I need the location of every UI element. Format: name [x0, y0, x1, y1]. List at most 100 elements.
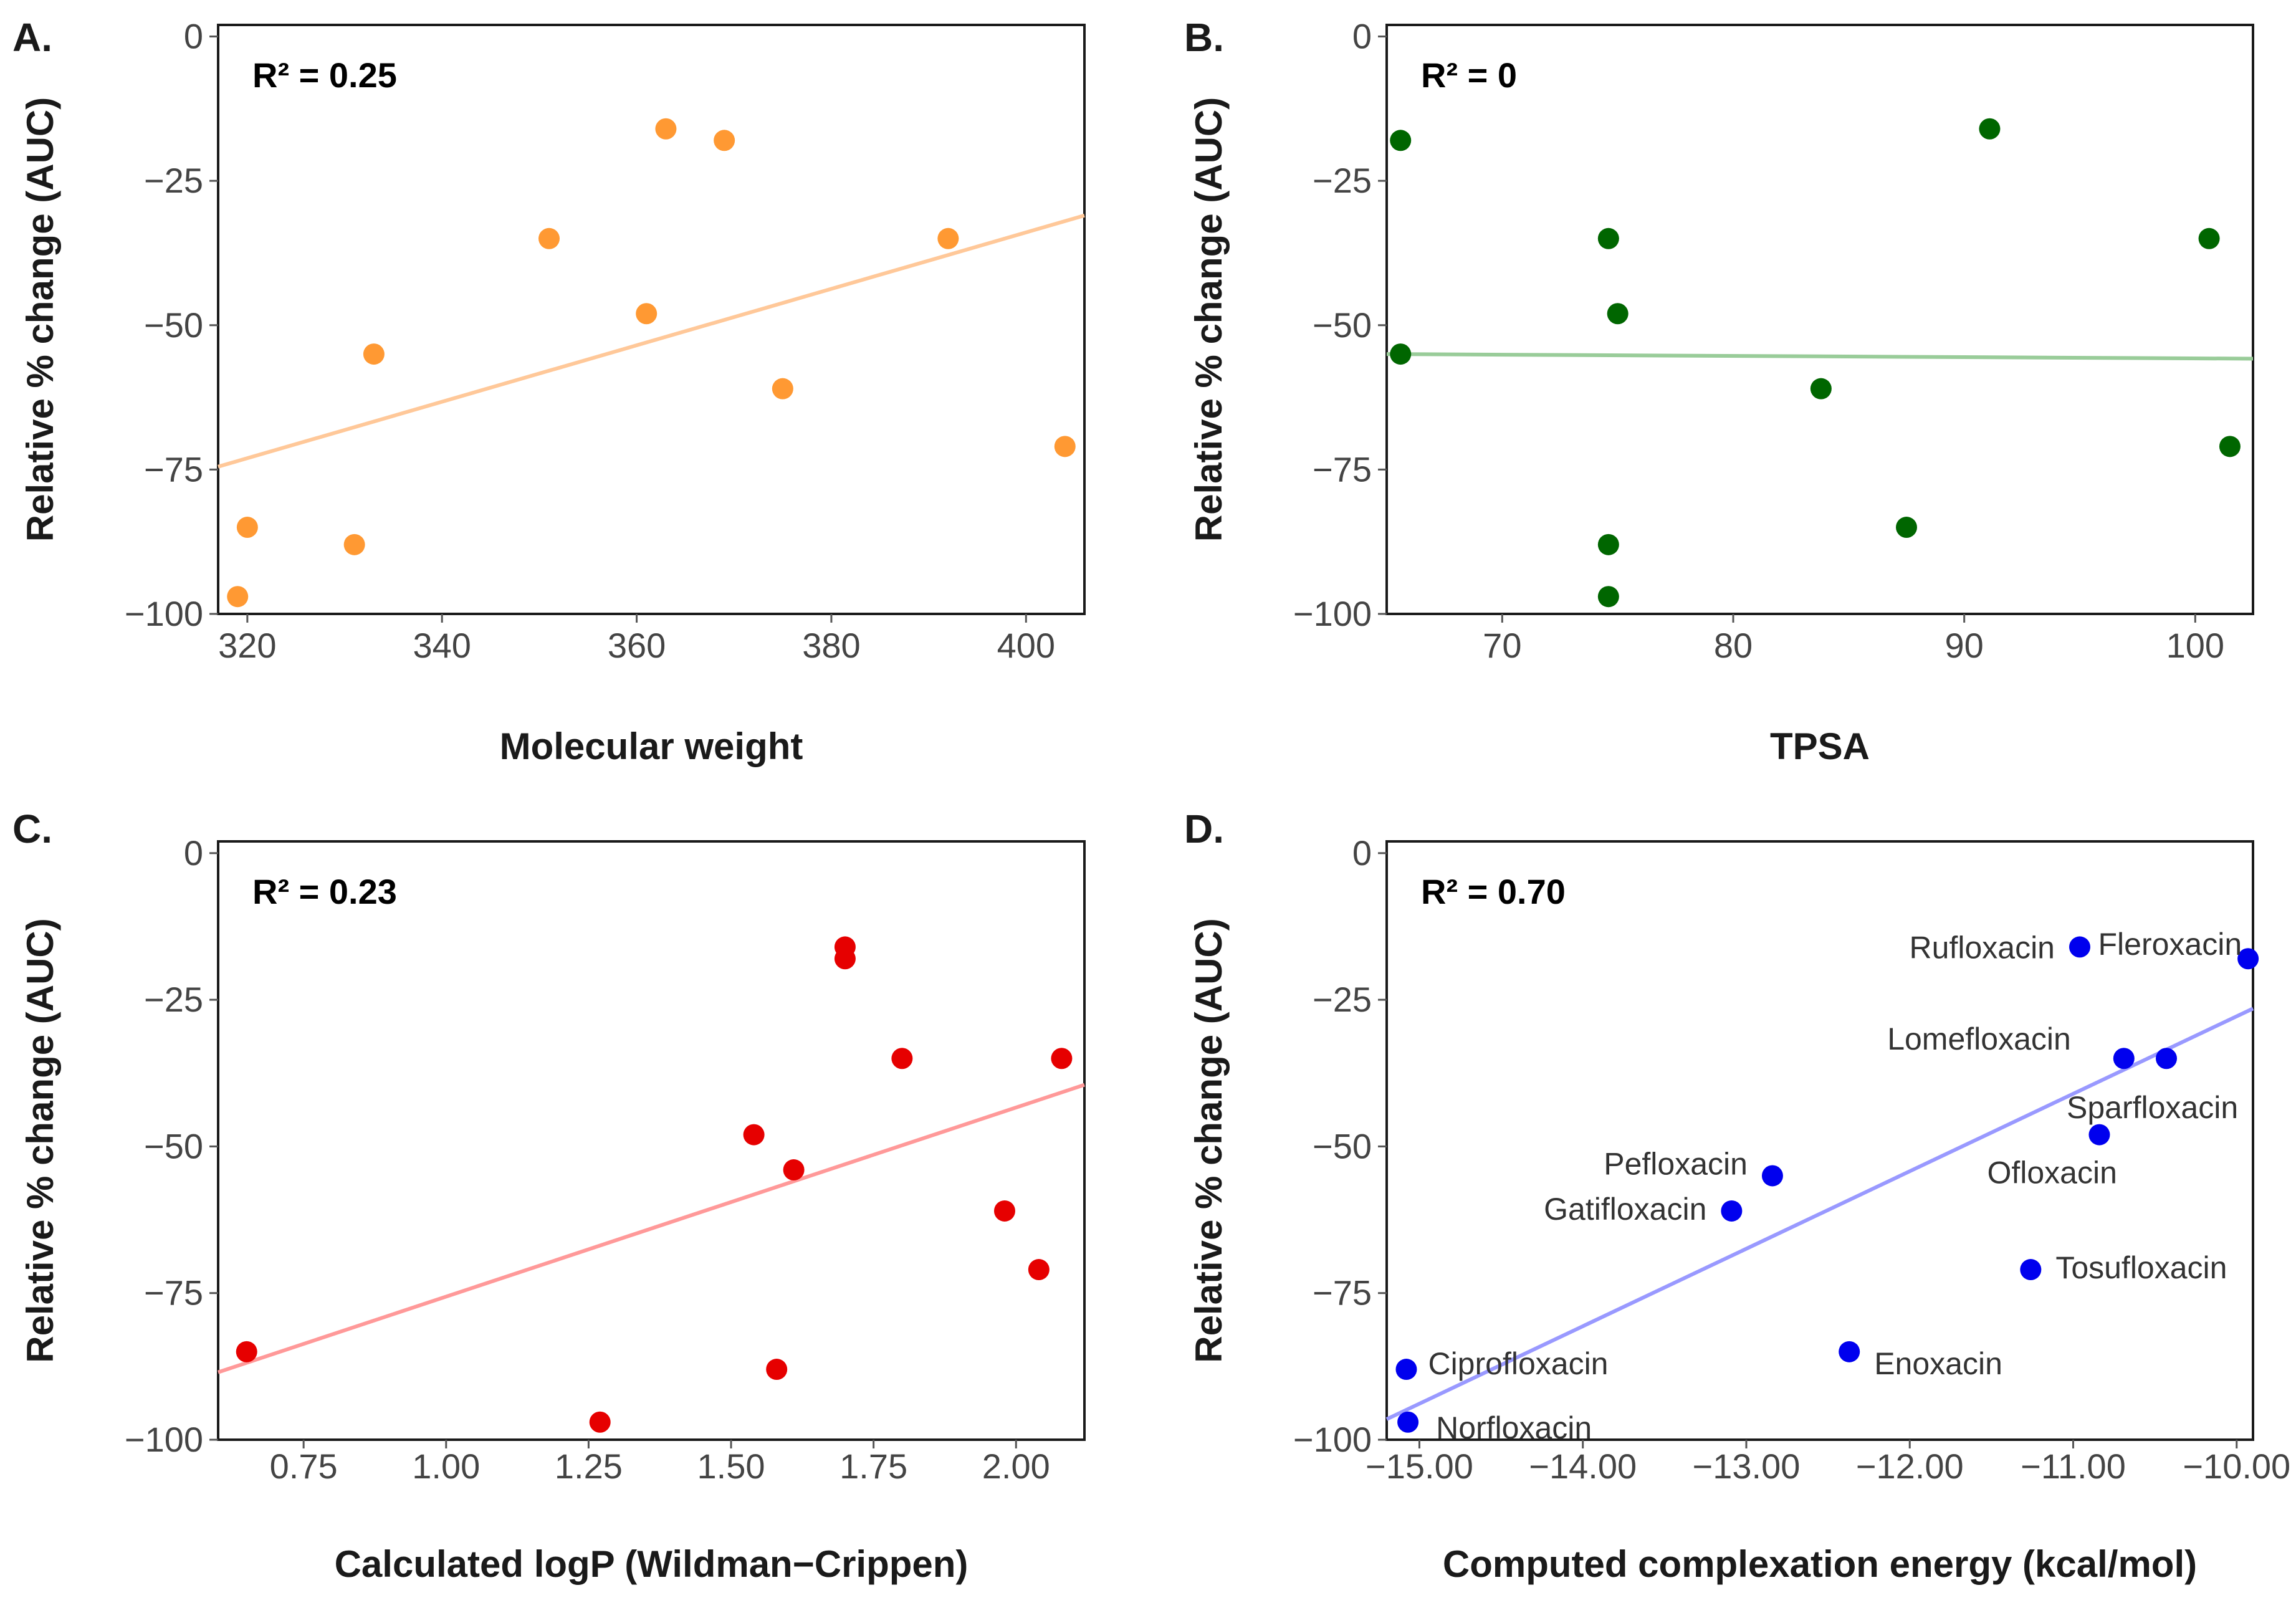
panel-d-point-label: Norfloxacin — [1436, 1410, 1592, 1445]
panel-c-point — [834, 948, 856, 970]
panel-a-x-tick-label: 340 — [413, 626, 471, 665]
panel-d-point-label: Enoxacin — [1874, 1346, 2002, 1381]
panel-d-y-tick-label: −50 — [1313, 1126, 1372, 1165]
panel-d-x-tick-label: −11.00 — [2021, 1447, 2126, 1486]
panel-b-letter: B. — [1184, 15, 1224, 60]
panel-d-point — [2088, 1124, 2110, 1146]
panel-b-point — [2219, 436, 2241, 457]
panel-a-point — [236, 517, 258, 538]
panel-a-point — [343, 534, 365, 555]
panel-d-point-label: Sparfloxacin — [2067, 1090, 2238, 1125]
panel-c-point — [1051, 1048, 1073, 1070]
panel-c-y-tick-label: −75 — [144, 1273, 203, 1313]
panel-d-y-axis-title: Relative % change (AUC) — [1188, 918, 1230, 1363]
panel-c-point — [1028, 1259, 1050, 1281]
panel-d-y-tick-label: 0 — [1352, 833, 1372, 873]
panel-d-y-tick-label: −25 — [1313, 980, 1372, 1019]
panel-c-fit-line — [218, 1083, 1085, 1374]
panel-b-point — [1896, 517, 1917, 538]
panel-d-point-label: Pefloxacin — [1604, 1146, 1748, 1181]
panel-c-y-tick-label: −100 — [125, 1420, 203, 1459]
panel-a-point — [937, 227, 959, 249]
panel-d-x-tick-label: −12.00 — [1856, 1447, 1964, 1486]
panel-b-point — [1597, 227, 1619, 249]
panel-b-x-axis-title: TPSA — [1770, 725, 1870, 767]
panel-a-y-tick-label: 0 — [184, 17, 203, 56]
panel-d-r2-label: R² = 0.70 — [1421, 872, 1566, 911]
panel-d-letter: D. — [1184, 806, 1224, 851]
panel-b-y-axis-title: Relative % change (AUC) — [1188, 97, 1230, 542]
panel-c-y-tick-label: −50 — [144, 1126, 203, 1165]
panel-a-point — [714, 130, 735, 151]
panel-d-point — [1395, 1359, 1417, 1381]
panel-c-point — [993, 1200, 1015, 1222]
panel-a-x-tick-label: 400 — [997, 626, 1055, 665]
panel-a-x-tick-label: 380 — [802, 626, 860, 665]
panel-b-x-tick-label: 70 — [1483, 626, 1521, 665]
panel-c-x-tick-label: 1.50 — [697, 1447, 765, 1486]
panel-d-x-tick-label: −13.00 — [1693, 1447, 1801, 1486]
panel-d-point — [1761, 1165, 1783, 1187]
panel-c-point — [743, 1124, 765, 1146]
panel-c-x-tick-label: 1.75 — [839, 1447, 907, 1486]
panel-d-point — [1839, 1341, 1860, 1362]
panel-c-r2-label: R² = 0.23 — [252, 872, 397, 911]
panel-a-y-tick-label: −25 — [144, 161, 203, 200]
panel-b-point — [1390, 130, 1412, 151]
panel-b-point — [2198, 227, 2220, 249]
panel-d: D. R² = 0.70 0 −25 −50 −75 −100−15.00 −14.00 −13… — [1184, 806, 2290, 1585]
panel-b-point — [1597, 534, 1619, 555]
panel-d-frame — [1385, 840, 2254, 1441]
panel-a-point — [636, 303, 658, 325]
panel-b-point — [1390, 343, 1412, 365]
panel-a: A. R² = 0.25 0 −25 −50 −75 −100 320 340 360 380 400… — [12, 15, 1086, 767]
panel-a-y-tick-label: −75 — [144, 449, 203, 489]
panel-c-y-tick-label: −25 — [144, 980, 203, 1019]
panel-c-point — [766, 1359, 788, 1381]
panel-c-point — [236, 1341, 257, 1362]
panel-d-point — [2237, 948, 2259, 970]
panel-b-point — [1979, 118, 2001, 140]
panel-d-point-label: Fleroxacin — [2098, 927, 2242, 962]
panel-c-point — [891, 1048, 913, 1070]
panel-d-x-tick-label: −15.00 — [1366, 1447, 1473, 1486]
panel-c-point — [589, 1411, 611, 1433]
panel-a-x-tick-label: 360 — [608, 626, 666, 665]
panel-a-point — [1054, 436, 1076, 457]
panel-b-r2-label: R² = 0 — [1421, 55, 1517, 95]
panel-a-fit-line — [218, 213, 1085, 469]
panel-b: B. R² = 0 0 −25 −50 −75 −100 70 80 90 100 TPSA Relat… — [1184, 15, 2254, 767]
panel-c-x-tick-label: 1.25 — [555, 1447, 623, 1486]
panel-c-x-axis-title: Calculated logP (Wildman−Crippen) — [335, 1543, 969, 1585]
panel-a-point — [538, 227, 560, 249]
panel-a-point — [655, 118, 677, 140]
panel-a-point — [363, 343, 385, 365]
panel-d-point-label: Gatifloxacin — [1544, 1192, 1706, 1227]
panel-d-x-tick-label: −14.00 — [1529, 1447, 1637, 1486]
panel-b-fit-line — [1386, 352, 2254, 361]
panel-d-point — [2113, 1048, 2135, 1070]
panel-d-point-label: Lomefloxacin — [1887, 1022, 2071, 1056]
panel-b-y-tick-label: −75 — [1313, 449, 1372, 489]
panel-c-point — [783, 1159, 805, 1181]
panel-b-y-tick-label: −100 — [1293, 594, 1372, 633]
panel-b-x-tick-label: 100 — [2166, 626, 2224, 665]
panel-a-y-axis-title: Relative % change (AUC) — [19, 97, 61, 542]
panel-b-point — [1810, 378, 1832, 400]
panel-a-point — [227, 586, 249, 608]
panel-b-y-tick-label: 0 — [1352, 17, 1372, 56]
panel-a-letter: A. — [12, 15, 52, 60]
panel-a-x-tick-label: 320 — [218, 626, 276, 665]
panel-b-point — [1597, 586, 1619, 608]
panel-c-y-axis-title: Relative % change (AUC) — [19, 918, 61, 1363]
panel-c: C. R² = 0.23 0 −25 −50 −75 −100 0.75 1.00 1.25 1.5… — [12, 806, 1086, 1585]
panel-b-frame — [1385, 24, 2254, 615]
panel-c-x-tick-label: 2.00 — [982, 1447, 1050, 1486]
panel-b-y-tick-label: −25 — [1313, 161, 1372, 200]
panel-a-frame — [217, 24, 1086, 615]
panel-d-point — [2020, 1259, 2042, 1281]
panel-a-x-axis-title: Molecular weight — [500, 725, 803, 767]
panel-d-fit-line — [1385, 1007, 2254, 1421]
panel-a-y-tick-label: −100 — [125, 594, 203, 633]
panel-c-x-tick-label: 0.75 — [270, 1447, 338, 1486]
